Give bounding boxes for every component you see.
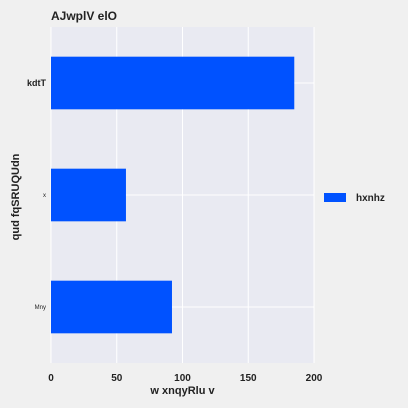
y-tick-labels: kdtT x Mny [27,78,47,311]
bars [51,56,295,334]
x-tick-label: 50 [111,373,123,384]
bar [51,56,295,110]
legend-label: hxnhz [356,193,385,204]
y-tick-label: Mny [35,305,46,311]
x-tick-label: 150 [240,373,257,384]
x-tick-labels: 0 50 100 150 200 [48,373,323,384]
x-tick-label: 0 [48,373,54,384]
x-tick-label: 100 [174,373,191,384]
y-tick-label: kdtT [27,78,47,88]
bar [51,168,126,222]
x-tick-label: 200 [306,373,323,384]
chart-title: AJwplV elO [51,9,117,23]
legend-swatch [324,193,346,202]
bar [51,280,172,334]
legend: hxnhz [324,193,385,204]
y-tick-label: x [43,193,46,199]
y-axis-label: qud fqSRUQUdn [10,153,22,240]
x-axis-label: w xnqyRlu v [149,385,215,397]
